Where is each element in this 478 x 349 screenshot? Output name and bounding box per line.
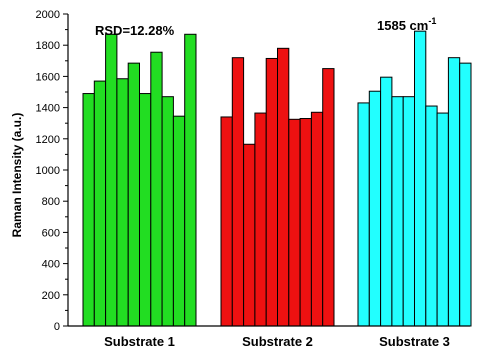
category-label-1: Substrate 1 [104, 334, 175, 349]
bar-1-4 [116, 78, 129, 327]
bar-1-9 [172, 115, 186, 327]
bar-2-5 [265, 57, 279, 327]
peak-annotation-superscript: -1 [428, 16, 436, 26]
bar-1-5 [127, 62, 140, 327]
bar-2-2 [231, 57, 245, 327]
bar-1-7 [150, 51, 163, 327]
y-tick-label: 1000 [36, 165, 60, 177]
bar-2-8 [299, 118, 312, 327]
y-tick-label: 1200 [36, 134, 60, 146]
y-tick-label: 1600 [36, 71, 60, 83]
bar-1-6 [139, 93, 152, 327]
bar-2-10 [322, 68, 335, 327]
y-tick-label: 600 [42, 227, 60, 239]
peak-annotation: 1585 cm-1 [377, 16, 436, 33]
category-label-2: Substrate 2 [242, 334, 313, 349]
bar-3-6 [414, 30, 427, 327]
bar-1-2 [93, 80, 107, 327]
category-labels-layer: Substrate 1 Substrate 2 Substrate 3 [104, 334, 450, 349]
bar-1-8 [161, 96, 174, 327]
category-label-3: Substrate 3 [379, 334, 450, 349]
bar-3-1 [357, 102, 370, 327]
bars-layer [82, 30, 472, 327]
bar-2-3 [243, 143, 256, 327]
peak-annotation-main: 1585 cm [377, 18, 428, 33]
y-ticks-layer: 0 200 400 600 800 1000 1200 1400 1600 1800 2000 [36, 9, 68, 333]
bar-3-9 [447, 57, 461, 327]
y-axis-title: Raman Intensity (a.u.) [10, 113, 24, 238]
bar-3-3 [380, 76, 393, 327]
bar-2-7 [288, 118, 301, 327]
y-tick-label: 2000 [36, 9, 60, 21]
bar-1-3 [105, 33, 118, 327]
bar-1-10 [184, 33, 197, 327]
bar-3-8 [436, 112, 449, 327]
y-tick-label: 1400 [36, 103, 60, 115]
y-tick-label: 400 [42, 259, 60, 271]
y-tick-label: 200 [42, 290, 60, 302]
bar-3-10 [459, 62, 472, 327]
y-tick-label: 800 [42, 196, 60, 208]
bar-2-1 [220, 116, 233, 327]
bar-2-4 [254, 112, 267, 327]
bar-2-9 [310, 111, 324, 327]
y-tick-label: 0 [54, 321, 60, 333]
bar-1-1 [82, 93, 95, 327]
bar-3-4 [391, 96, 404, 327]
bar-2-6 [277, 47, 290, 327]
bar-3-2 [368, 90, 382, 327]
bar-3-5 [402, 96, 416, 327]
rsd-annotation: RSD=12.28% [95, 23, 175, 38]
bar-3-7 [425, 105, 438, 327]
y-tick-label: 1800 [36, 40, 60, 52]
